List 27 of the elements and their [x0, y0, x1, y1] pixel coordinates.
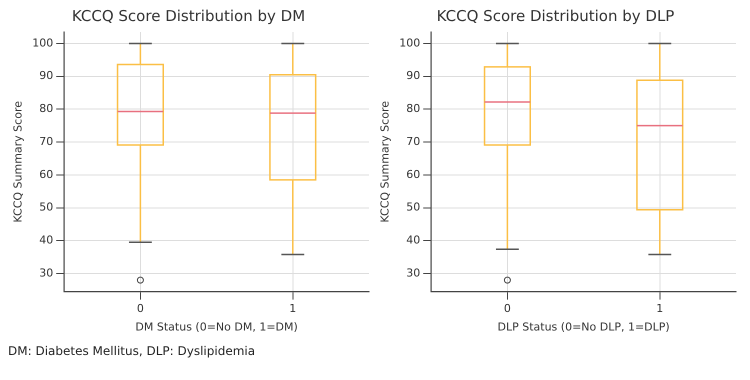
y-tick-label: 40 [39, 234, 54, 247]
y-tick-label: 60 [39, 168, 54, 181]
y-tick-label: 80 [39, 102, 54, 116]
x-tick-label: 0 [504, 302, 511, 316]
chart-title: KCCQ Score Distribution by DLP [436, 6, 674, 25]
y-tick-label: 90 [406, 69, 420, 82]
x-axis-title: DM Status (0=No DM, 1=DM) [135, 320, 298, 334]
y-tick-label: 60 [406, 168, 420, 181]
y-axis-title: KCCQ Summary Score [378, 100, 392, 223]
y-tick-label: 70 [39, 134, 54, 148]
y-tick-label: 50 [406, 200, 420, 214]
x-tick-label: 1 [656, 302, 664, 316]
y-tick-label: 30 [406, 266, 420, 280]
y-tick-label: 40 [406, 234, 420, 247]
y-tick-label: 100 [399, 36, 420, 50]
y-tick-label: 100 [32, 36, 54, 50]
chart-title: KCCQ Score Distribution by DM [72, 6, 306, 25]
x-tick-label: 1 [289, 302, 296, 316]
y-tick-label: 30 [39, 266, 54, 280]
y-tick-label: 50 [39, 200, 54, 214]
y-tick-label: 80 [406, 102, 420, 116]
y-tick-label: 90 [39, 69, 54, 82]
y-tick-label: 70 [406, 134, 420, 148]
y-axis-title: KCCQ Summary Score [11, 100, 24, 223]
x-tick-label: 0 [136, 302, 144, 316]
text: DM: Diabetes Mellitus, DLP: Dyslipidemia [8, 344, 256, 358]
x-axis-title: DLP Status (0=No DLP, 1=DLP) [497, 320, 670, 334]
